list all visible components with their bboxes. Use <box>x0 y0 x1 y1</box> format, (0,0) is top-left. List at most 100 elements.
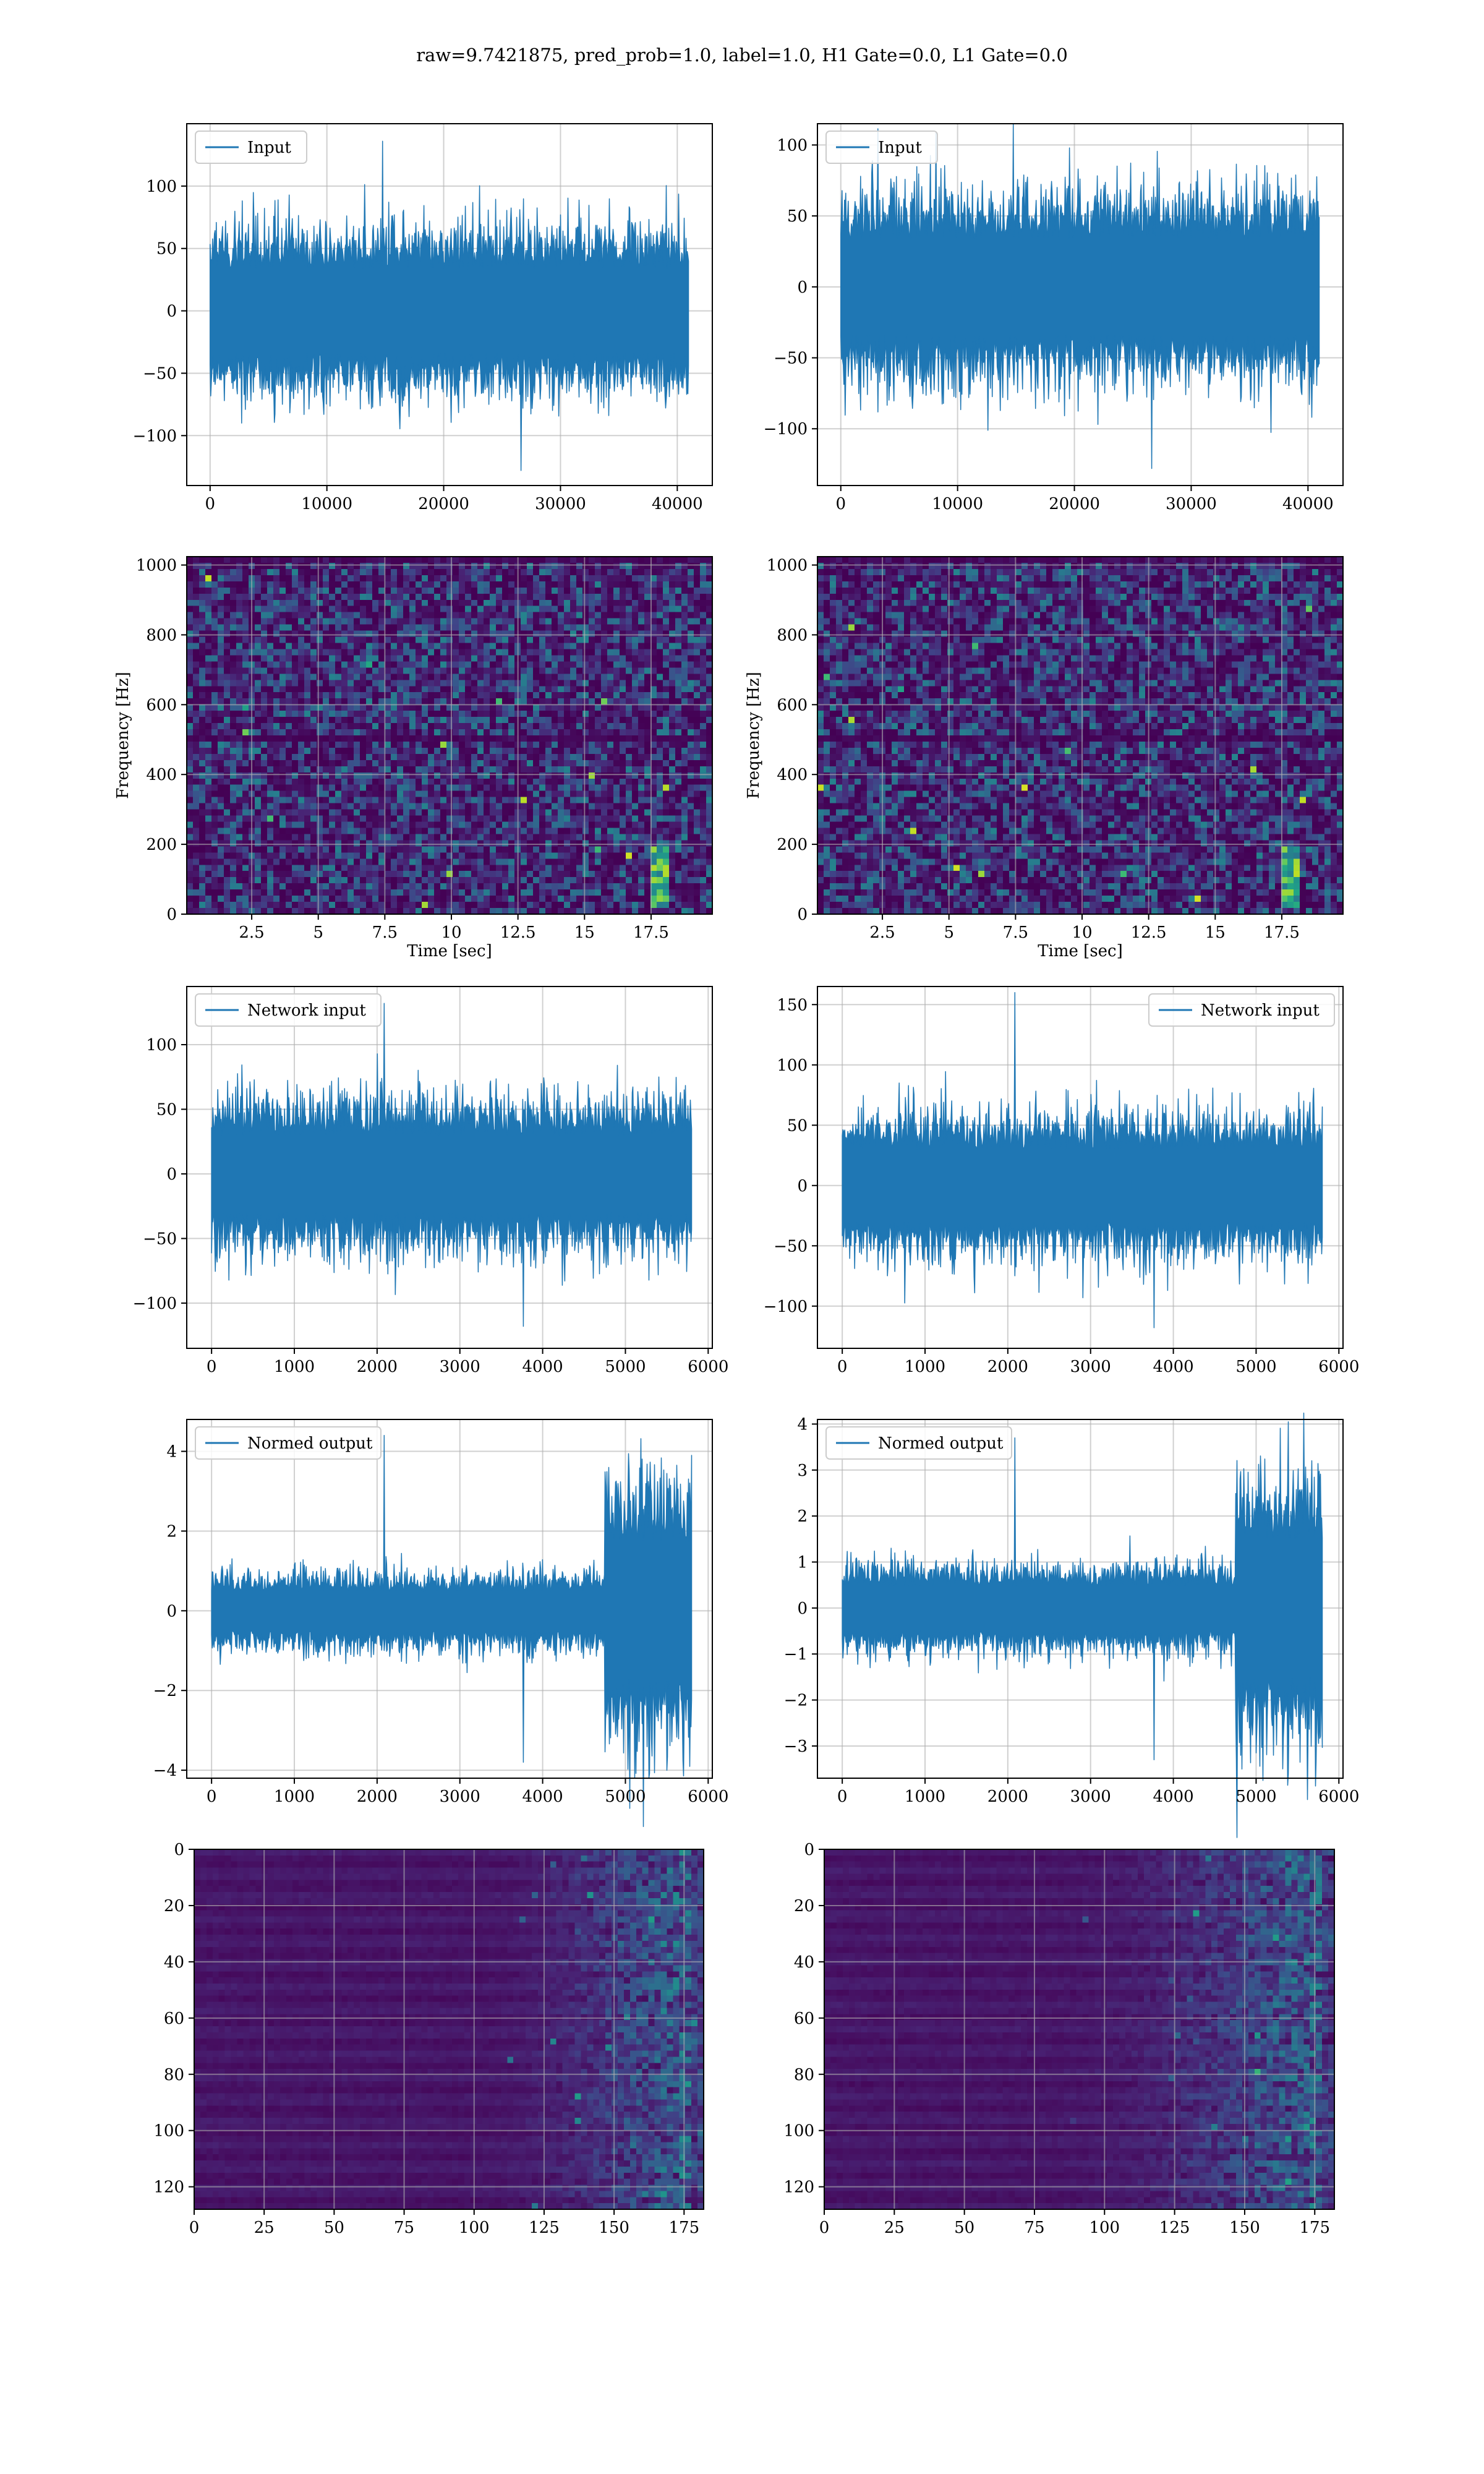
y-tick-label: 60 <box>794 2010 814 2028</box>
x-tick-label: 1000 <box>274 1787 315 1806</box>
y-tick-label: 100 <box>777 1056 808 1075</box>
x-tick-label: 7.5 <box>1003 923 1028 942</box>
axes: 2.5 5 7.5 10 12.5 15 17.5 0 200 400 600 800 1000 Time… <box>114 556 713 961</box>
x-tick-label: 40000 <box>1282 495 1334 513</box>
y-tick-label: −50 <box>143 364 177 383</box>
axes-frame <box>186 986 713 1349</box>
y-tick-label: 50 <box>787 207 808 226</box>
heatmap-image <box>824 1849 1334 2209</box>
x-tick-label: 5 <box>313 923 323 942</box>
y-tick-label: −3 <box>784 1737 808 1756</box>
x-axis-label: Time [sec] <box>407 942 492 961</box>
x-tick-label: 15 <box>574 923 595 942</box>
y-tick-label: 80 <box>164 2066 184 2084</box>
y-tick-label: 50 <box>787 1116 808 1135</box>
axes-frame <box>817 556 1344 915</box>
x-tick-label: 17.5 <box>1264 923 1300 942</box>
y-tick-label: 1000 <box>136 557 177 575</box>
x-tick-label: 125 <box>529 2219 560 2237</box>
x-tick-label: 4000 <box>522 1787 563 1806</box>
heatmap-raster <box>817 557 1343 914</box>
axes-frame <box>817 986 1344 1349</box>
y-tick-label: 80 <box>794 2066 814 2084</box>
y-tick-label: 60 <box>164 2010 184 2028</box>
y-tick-label: 400 <box>146 766 177 784</box>
subplot-r3c1: 0 1000 2000 3000 4000 5000 6000 −100 −50 0 50 100 Ne… <box>133 986 728 1376</box>
x-tick-label: 0 <box>837 1358 848 1376</box>
y-tick-label: 0 <box>797 278 808 297</box>
series-line <box>210 140 689 471</box>
y-tick-label: 1000 <box>767 557 808 575</box>
series-line <box>211 1003 693 1327</box>
heatmap-raster <box>824 1849 1334 2209</box>
subplot-r1c1: 0 10000 20000 30000 40000 −100 −50 0 50 100 Input <box>133 123 713 513</box>
grid <box>824 1849 1334 2209</box>
x-tick-label: 5000 <box>605 1787 646 1806</box>
legend-box <box>195 131 307 164</box>
y-tick-label: 600 <box>146 696 177 714</box>
axes: 0 1000 2000 3000 4000 5000 6000 −4 −2 0 2 4 <box>153 1419 728 1806</box>
x-tick-label: 1000 <box>905 1358 945 1376</box>
legend: Normed output <box>195 1426 382 1460</box>
x-tick-label: 75 <box>394 2219 414 2237</box>
y-tick-label: 2 <box>797 1507 808 1526</box>
y-axis-label: Frequency [Hz] <box>744 672 763 799</box>
axes-frame <box>194 1849 704 2210</box>
y-tick-label: 100 <box>783 2122 814 2141</box>
y-tick-label: 3 <box>797 1462 808 1480</box>
subplot-r5c2: 0 25 50 75 100 125 150 175 0 20 40 60 80 100 120 <box>783 1841 1335 2237</box>
plot-area <box>840 123 1320 469</box>
legend: Normed output <box>825 1426 1012 1460</box>
x-tick-label: 100 <box>1089 2219 1120 2237</box>
y-tick-label: 50 <box>156 1100 177 1119</box>
x-tick-label: 4000 <box>522 1358 563 1376</box>
y-tick-label: 600 <box>777 696 808 714</box>
x-tick-label: 5000 <box>605 1358 646 1376</box>
x-tick-label: 10000 <box>932 495 983 513</box>
y-axis-label: Frequency [Hz] <box>114 672 132 799</box>
x-tick-label: 20000 <box>1049 495 1100 513</box>
x-tick-label: 6000 <box>1318 1358 1359 1376</box>
x-tick-label: 0 <box>205 495 216 513</box>
subplot-r4c1: 0 1000 2000 3000 4000 5000 6000 −4 −2 0 2 4 Normed o… <box>153 1419 728 1828</box>
x-tick-label: 5000 <box>1235 1358 1276 1376</box>
x-tick-label: 40000 <box>652 495 703 513</box>
figure-title: raw=9.7421875, pred_prob=1.0, label=1.0,… <box>416 45 1068 66</box>
y-tick-label: −50 <box>774 349 808 368</box>
x-tick-label: 25 <box>254 2219 275 2237</box>
y-tick-label: 0 <box>166 302 177 321</box>
x-tick-label: 10 <box>441 923 461 942</box>
y-tick-label: 100 <box>153 2122 184 2141</box>
x-tick-label: 4000 <box>1153 1787 1194 1806</box>
x-tick-label: 50 <box>324 2219 344 2237</box>
y-tick-label: 120 <box>783 2178 814 2197</box>
x-tick-label: 30000 <box>535 495 586 513</box>
x-tick-label: 4000 <box>1153 1358 1194 1376</box>
y-tick-label: 4 <box>797 1415 808 1434</box>
axes-frame <box>186 123 713 486</box>
y-tick-label: 400 <box>777 766 808 784</box>
axes-frame <box>817 123 1344 486</box>
x-tick-label: 3000 <box>440 1787 480 1806</box>
x-tick-label: 175 <box>1299 2219 1330 2237</box>
y-tick-label: −100 <box>764 1298 808 1316</box>
x-tick-label: 1000 <box>274 1358 315 1376</box>
x-tick-label: 175 <box>668 2219 699 2237</box>
legend: Network input <box>195 993 382 1027</box>
plot-area <box>211 1003 693 1327</box>
heatmap-image <box>817 557 1343 914</box>
y-tick-label: −100 <box>133 427 177 445</box>
y-tick-label: 120 <box>153 2178 184 2197</box>
axes: 0 10000 20000 30000 40000 −100 −50 0 50 100 <box>133 123 713 513</box>
y-tick-label: −1 <box>784 1645 808 1664</box>
legend-box <box>1148 993 1335 1027</box>
subplot-r5c1: 0 25 50 75 100 125 150 175 0 20 40 60 80 100 120 <box>153 1841 704 2237</box>
x-tick-label: 20000 <box>418 495 469 513</box>
x-tick-label: 3000 <box>1070 1358 1111 1376</box>
axes: 0 1000 2000 3000 4000 5000 6000 −100 −50 0 50 100 15… <box>764 986 1359 1376</box>
axes-frame <box>817 1419 1344 1779</box>
series-line <box>842 1412 1323 1838</box>
subplot-r4c2: 0 1000 2000 3000 4000 5000 6000 −3 −2 −1 0 1 2 3 4 Norm… <box>784 1412 1359 1838</box>
y-tick-label: 100 <box>146 178 177 196</box>
y-tick-label: 200 <box>777 836 808 854</box>
